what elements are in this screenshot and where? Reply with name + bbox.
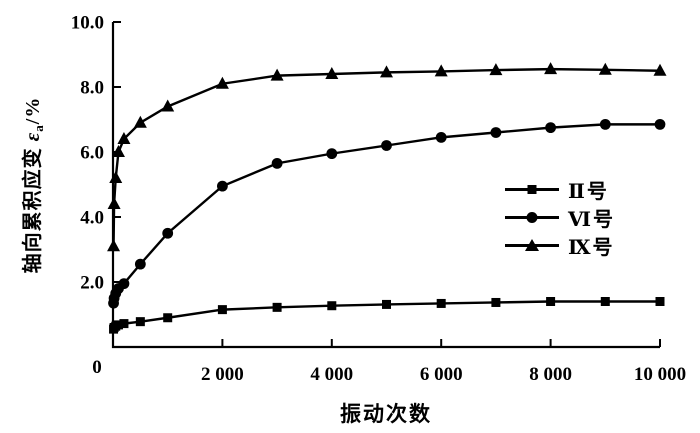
series-1-marker bbox=[162, 227, 174, 239]
series-1-marker bbox=[599, 118, 611, 130]
legend-label: Ⅸ号 bbox=[568, 236, 615, 259]
series-1-marker bbox=[654, 118, 666, 130]
square-marker-icon bbox=[527, 185, 537, 194]
series-2-marker bbox=[161, 99, 175, 112]
series-1-marker bbox=[545, 122, 556, 134]
series-0-marker bbox=[272, 302, 282, 312]
series-0-marker bbox=[546, 297, 556, 306]
series-2-marker bbox=[107, 197, 121, 209]
epsilon-symbol: ε bbox=[20, 131, 44, 142]
x-tick-label: 6 000 bbox=[420, 364, 463, 385]
epsilon-subscript: a bbox=[31, 124, 46, 132]
series-2-marker bbox=[489, 63, 503, 76]
series-0-marker bbox=[217, 305, 227, 315]
legend-label: Ⅵ号 bbox=[568, 208, 615, 231]
legend-item-series-6: Ⅵ号 bbox=[505, 203, 615, 231]
series-1-marker bbox=[326, 148, 338, 160]
legend-item-series-2: Ⅱ号 bbox=[505, 175, 615, 203]
origin-tick-label: 0 bbox=[92, 357, 102, 378]
series-0-marker bbox=[491, 297, 501, 307]
series-1-marker bbox=[217, 180, 228, 192]
y-tick-label: 8.0 bbox=[80, 78, 104, 99]
x-axis-title: 振动次数 bbox=[340, 402, 432, 426]
legend-key bbox=[505, 209, 559, 225]
series-2-line bbox=[112, 67, 661, 247]
series-1-marker bbox=[118, 278, 130, 290]
series-0-marker bbox=[382, 299, 391, 309]
triangle-marker-icon bbox=[525, 239, 539, 251]
series-2-marker bbox=[325, 67, 339, 79]
series-2-marker bbox=[215, 76, 229, 89]
series-2-marker bbox=[270, 68, 284, 81]
series-0-marker bbox=[600, 297, 610, 306]
legend-item-series-9: Ⅸ号 bbox=[505, 231, 615, 259]
series-0-marker bbox=[113, 320, 123, 330]
series-1-marker bbox=[271, 157, 283, 169]
series-1-marker bbox=[435, 131, 447, 143]
legend-key bbox=[505, 237, 559, 253]
legend-key bbox=[505, 181, 559, 197]
series-0-marker bbox=[119, 319, 129, 329]
y-tick-label: 6.0 bbox=[80, 143, 104, 164]
series-1-marker bbox=[490, 127, 502, 138]
y-tick-label: 2.0 bbox=[80, 273, 104, 294]
series-2-marker bbox=[434, 64, 448, 77]
series-2-marker bbox=[598, 62, 612, 75]
series-2-marker bbox=[380, 65, 393, 78]
series-2-marker bbox=[117, 132, 131, 144]
series-2-marker bbox=[109, 171, 123, 183]
circle-marker-icon bbox=[526, 212, 538, 223]
x-tick-label: 2 000 bbox=[201, 364, 244, 385]
y-tick-label: 10.0 bbox=[71, 13, 104, 34]
series-2-marker bbox=[653, 63, 667, 76]
x-tick-label: 8 000 bbox=[529, 364, 572, 385]
series-2-marker bbox=[107, 239, 121, 252]
y-axis-unit: /% bbox=[22, 96, 44, 125]
y-axis-title-text: 轴向累积应变 bbox=[22, 147, 44, 274]
series-2-marker bbox=[133, 115, 147, 128]
y-tick-label: 4.0 bbox=[80, 208, 104, 229]
x-tick-label: 10 000 bbox=[634, 364, 686, 385]
series-2-marker bbox=[544, 62, 558, 75]
series-1-marker bbox=[134, 258, 146, 270]
series-0-marker bbox=[135, 317, 145, 327]
series-1-marker bbox=[381, 140, 392, 151]
legend: Ⅱ号 Ⅵ号 Ⅸ号 bbox=[505, 175, 615, 259]
legend-label: Ⅱ号 bbox=[568, 180, 609, 203]
series-0-marker bbox=[655, 297, 665, 306]
axes bbox=[111, 22, 660, 349]
series-0-marker bbox=[436, 298, 446, 308]
y-axis-title: 轴向累积应变 εa/% bbox=[16, 15, 50, 355]
x-tick-label: 4 000 bbox=[310, 364, 353, 385]
series-2-marker bbox=[111, 145, 125, 157]
series-0-marker bbox=[327, 301, 337, 311]
series-0-marker bbox=[163, 313, 173, 323]
